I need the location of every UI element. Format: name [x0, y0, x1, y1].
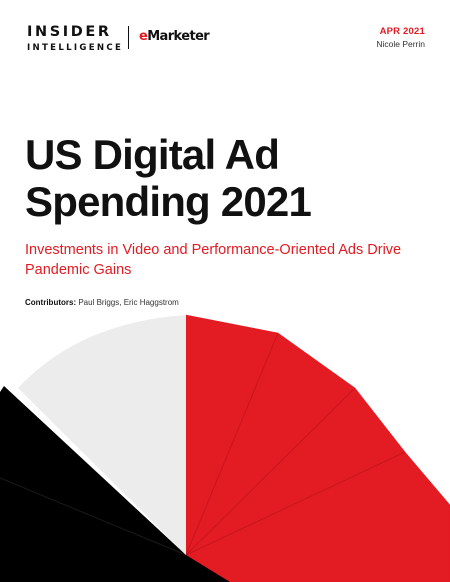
- report-title-line: Spending 2021: [25, 178, 312, 225]
- pie-slice-black-2: [0, 386, 186, 555]
- logo-intelligence-text: INTELLIGENCE: [27, 43, 124, 53]
- contributors-line: Contributors: Paul Briggs, Eric Haggstro…: [25, 298, 179, 307]
- report-title-line: US Digital Ad: [25, 131, 280, 178]
- pie-slice-gray: [18, 315, 186, 555]
- pie-separator: [0, 477, 187, 556]
- pie-separator: [185, 387, 356, 556]
- pie-separator: [185, 451, 406, 556]
- pie-slice-black-3: [150, 555, 230, 582]
- report-date: APR 2021: [379, 26, 425, 37]
- report-subtitle-line: Pandemic Gains: [25, 262, 132, 278]
- pie-separator: [185, 332, 279, 556]
- insider-intelligence-logo: INSIDER INTELLIGENCE: [27, 24, 123, 54]
- report-subtitle-line: Investments in Video and Performance-Ori…: [25, 242, 402, 258]
- report-author: Nicole Perrin: [376, 39, 425, 49]
- report-header: INSIDER INTELLIGENCE eMarketer APR 2021 …: [0, 0, 450, 70]
- emarketer-e: e: [139, 29, 148, 44]
- logo-insider-text: INSIDER: [27, 24, 112, 40]
- contributors-label: Contributors:: [25, 298, 77, 307]
- logo-divider: [128, 26, 129, 49]
- contributors-names: Paul Briggs, Eric Haggstrom: [76, 298, 179, 307]
- emarketer-logo: eMarketer: [139, 29, 210, 44]
- emarketer-text: Marketer: [147, 29, 210, 44]
- report-title: US Digital Ad Spending 2021: [25, 131, 435, 225]
- pie-slice-black-1: [0, 478, 186, 582]
- report-subtitle: Investments in Video and Performance-Ori…: [25, 240, 435, 280]
